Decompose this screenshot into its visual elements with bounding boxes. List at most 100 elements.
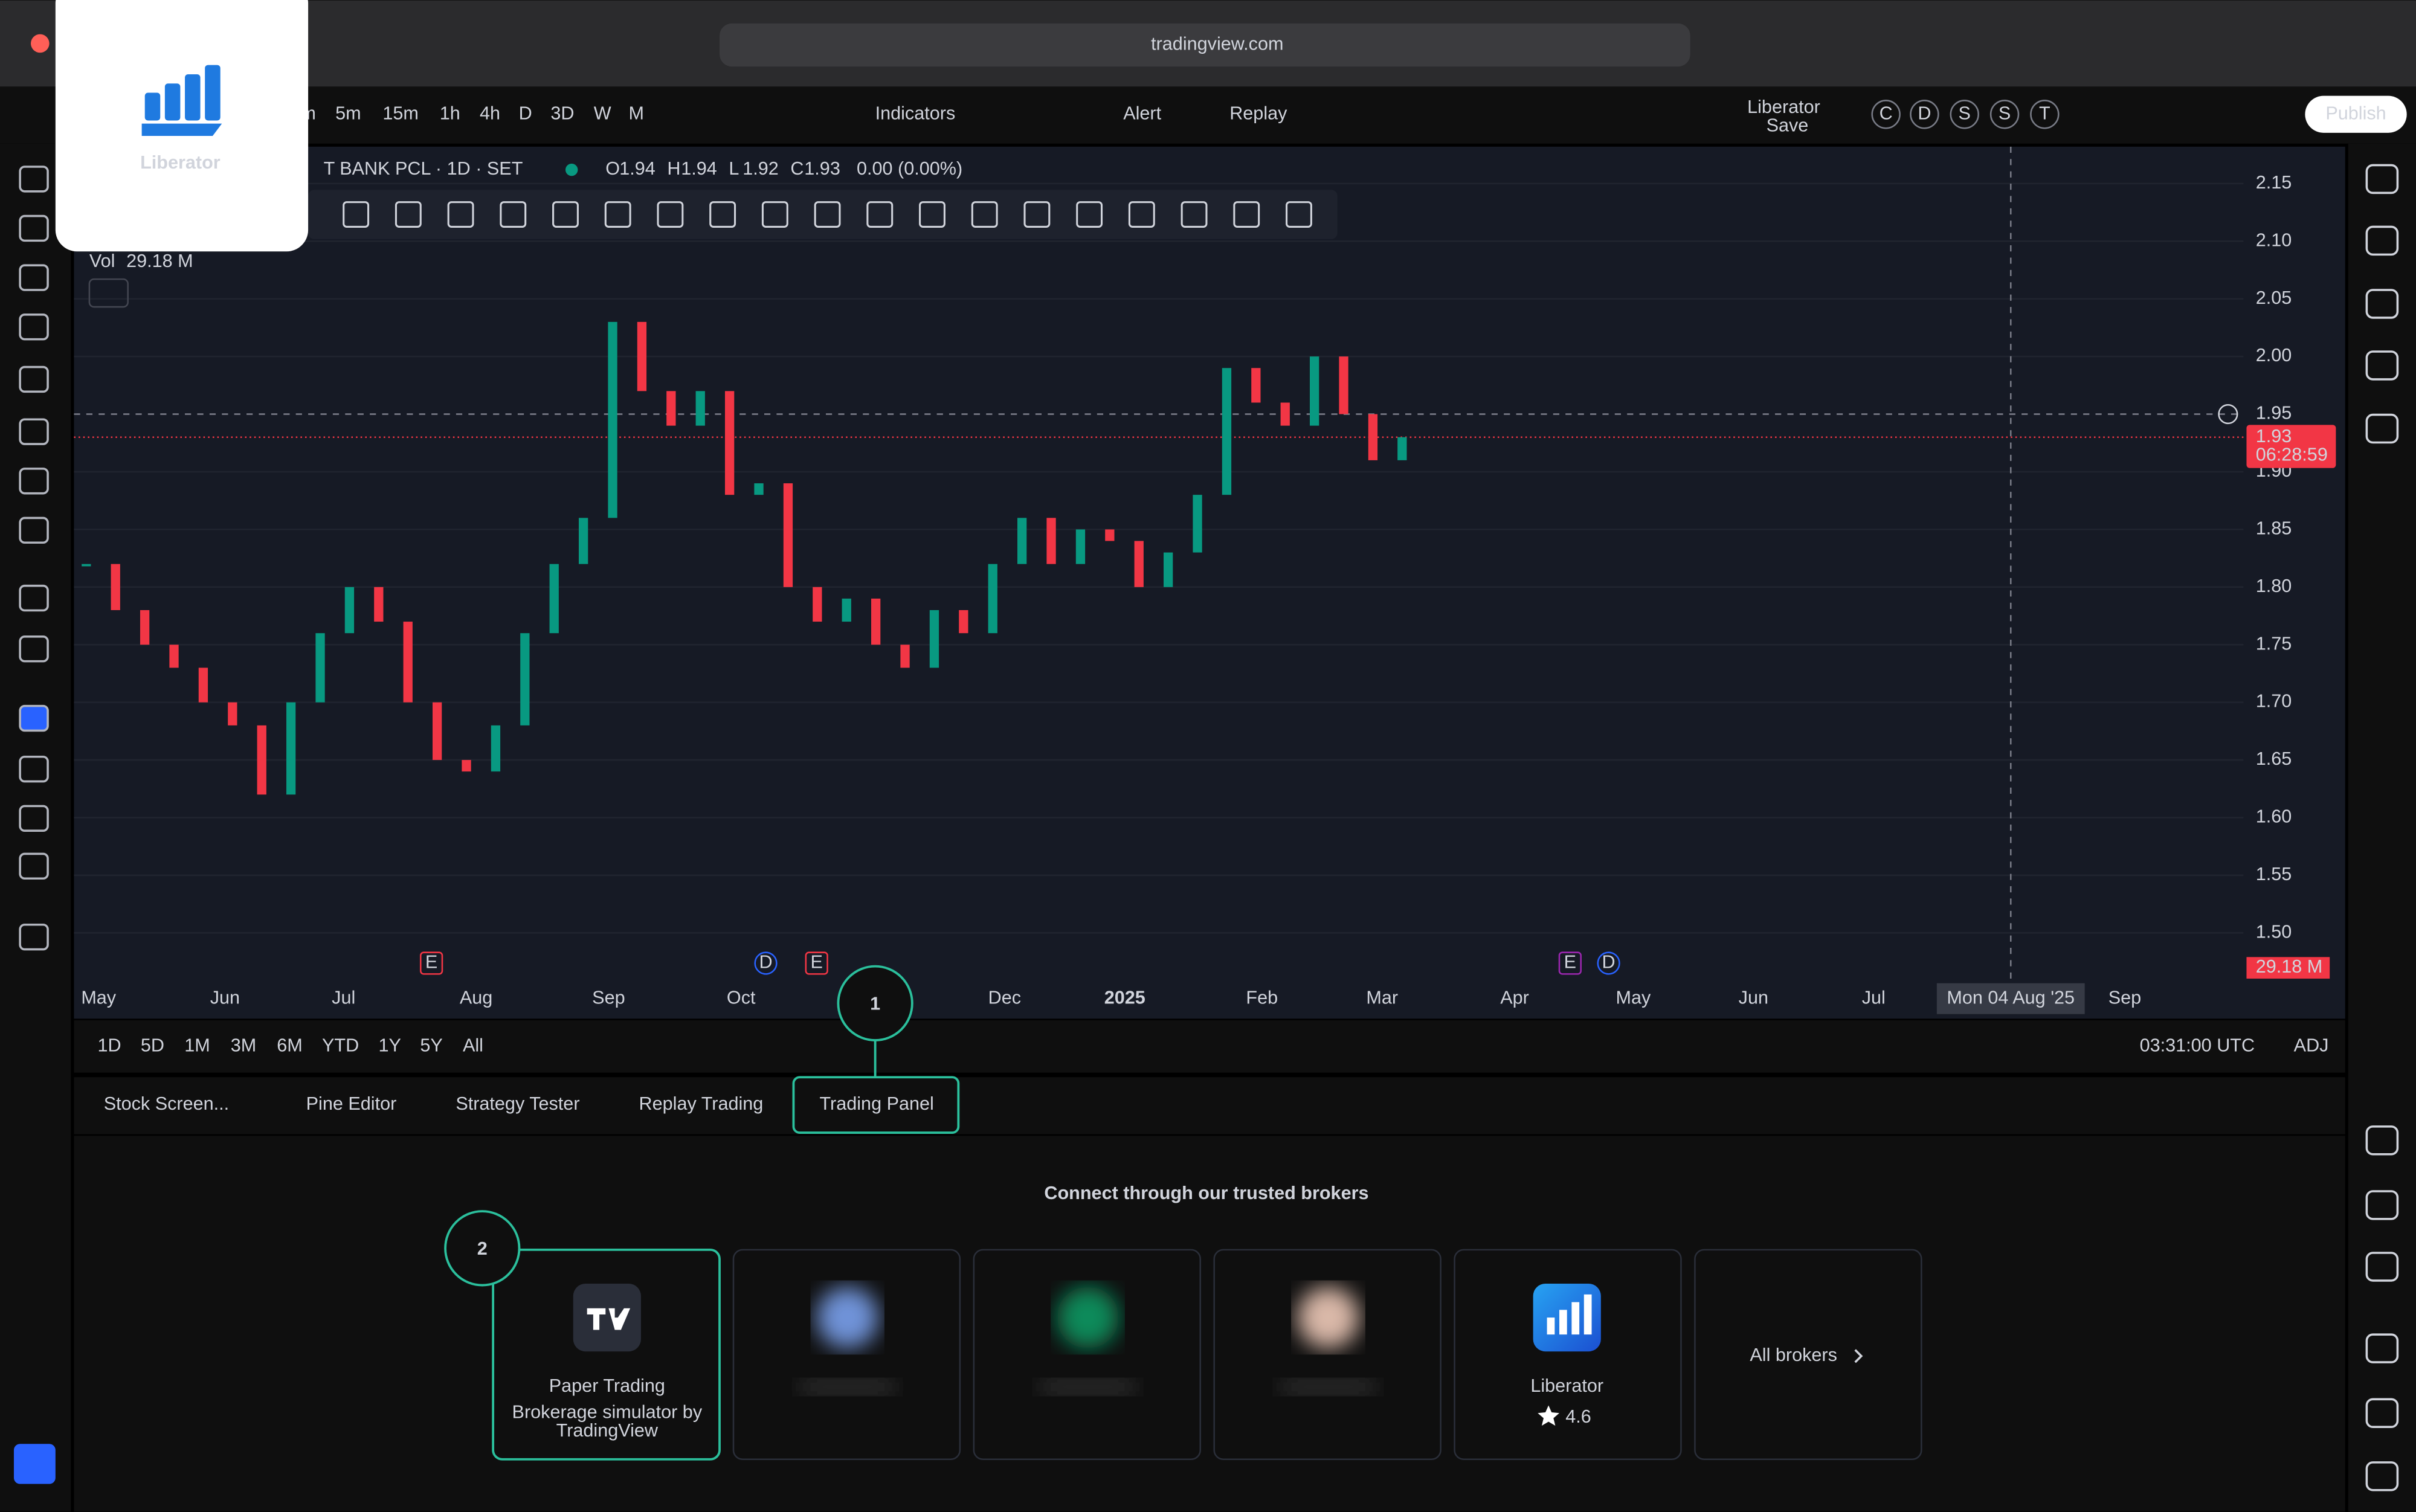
candle xyxy=(198,668,208,703)
badge[interactable]: D xyxy=(1918,103,1931,123)
range[interactable]: 1M xyxy=(184,1035,210,1055)
interval[interactable]: 1h xyxy=(440,103,460,123)
all-brokers[interactable]: All brokers xyxy=(1750,1345,1837,1365)
tab[interactable]: Trading Panel xyxy=(819,1093,933,1114)
tool-icon[interactable] xyxy=(19,516,49,544)
broker-card[interactable] xyxy=(732,1249,961,1461)
interval[interactable]: 5m xyxy=(335,103,361,123)
range[interactable]: 6M xyxy=(277,1035,303,1055)
interval[interactable]: 4h xyxy=(480,103,500,123)
side-icon[interactable] xyxy=(2365,1190,2399,1220)
tab[interactable]: Replay Trading xyxy=(639,1093,764,1114)
drawing-tool[interactable] xyxy=(657,201,684,228)
alert-button[interactable]: Alert xyxy=(1123,103,1161,123)
side-icon[interactable] xyxy=(2365,1333,2399,1363)
event-marker[interactable] xyxy=(754,951,778,975)
drawing-tool[interactable] xyxy=(447,201,474,228)
tool-icon[interactable] xyxy=(19,635,49,663)
tool-icon[interactable] xyxy=(19,704,49,732)
adj-toggle[interactable]: ADJ xyxy=(2294,1035,2329,1055)
broker-card[interactable] xyxy=(973,1249,1202,1461)
tool-icon[interactable] xyxy=(19,468,49,495)
tool-icon[interactable] xyxy=(19,264,49,291)
range[interactable]: 1D xyxy=(98,1035,121,1055)
event-marker[interactable] xyxy=(1558,951,1582,975)
range[interactable]: 1Y xyxy=(379,1035,401,1055)
drawing-tool[interactable] xyxy=(709,201,736,228)
tool-icon[interactable] xyxy=(19,584,49,612)
event-marker[interactable] xyxy=(419,951,443,975)
drawing-tool[interactable] xyxy=(761,201,788,228)
drawing-tool[interactable] xyxy=(919,201,945,228)
drawing-tool[interactable] xyxy=(1128,201,1155,228)
drawing-tool[interactable] xyxy=(1181,201,1208,228)
badge[interactable]: S xyxy=(1999,103,2011,123)
candle xyxy=(871,598,881,645)
drawing-tool[interactable] xyxy=(1286,201,1312,228)
drawing-tool[interactable] xyxy=(343,201,370,228)
tool-icon[interactable] xyxy=(19,418,49,445)
tab[interactable]: Strategy Tester xyxy=(456,1093,579,1114)
tab[interactable]: Pine Editor xyxy=(306,1093,397,1114)
broker-card[interactable] xyxy=(1454,1249,1682,1461)
tool-icon[interactable] xyxy=(19,923,49,951)
side-icon[interactable] xyxy=(2365,1252,2399,1282)
interval[interactable]: 15m xyxy=(382,103,419,123)
interval[interactable]: D xyxy=(519,103,532,123)
side-icon[interactable] xyxy=(2365,1461,2399,1491)
tab[interactable]: Stock Screen... xyxy=(104,1093,229,1114)
side-icon[interactable] xyxy=(2365,1398,2399,1428)
badge[interactable]: C xyxy=(1880,103,1893,123)
drawing-tool[interactable] xyxy=(971,201,998,228)
tool-icon[interactable] xyxy=(19,365,49,393)
interval[interactable]: M xyxy=(629,103,645,123)
drawing-tool[interactable] xyxy=(1233,201,1260,228)
candle xyxy=(257,725,266,795)
event-marker[interactable] xyxy=(805,951,828,975)
publish-bg[interactable] xyxy=(2305,95,2407,133)
candle xyxy=(578,518,588,564)
range[interactable]: 3M xyxy=(231,1035,257,1055)
broker-card[interactable] xyxy=(1694,1249,1922,1461)
candle xyxy=(1280,402,1290,426)
tool-icon[interactable] xyxy=(19,755,49,783)
range[interactable]: YTD xyxy=(322,1035,359,1055)
crosshair-plus[interactable] xyxy=(2218,404,2238,425)
crosshair-date: Mon 04 Aug '25 xyxy=(1947,987,2075,1008)
side-icon[interactable] xyxy=(2365,350,2399,381)
interval[interactable]: W xyxy=(594,103,611,123)
drawing-tool[interactable] xyxy=(1023,201,1051,228)
side-icon[interactable] xyxy=(2365,164,2399,195)
indicators-button[interactable]: Indicators xyxy=(875,103,956,123)
tool-icon[interactable] xyxy=(19,166,49,193)
drawing-tool[interactable] xyxy=(604,201,631,228)
tool-icon[interactable] xyxy=(19,805,49,832)
broker-card[interactable] xyxy=(1213,1249,1442,1461)
tool-icon[interactable] xyxy=(19,314,49,341)
side-icon[interactable] xyxy=(2365,225,2399,256)
range[interactable]: 5Y xyxy=(420,1035,442,1055)
drawing-tool[interactable] xyxy=(552,201,579,228)
publish-button[interactable]: Publish xyxy=(2325,103,2386,123)
drawing-tool[interactable] xyxy=(1076,201,1103,228)
time-label: Jun xyxy=(1739,987,1768,1008)
favorite-button[interactable] xyxy=(13,1444,56,1484)
replay-button[interactable]: Replay xyxy=(1229,103,1287,123)
event-marker[interactable] xyxy=(1597,951,1620,975)
side-icon[interactable] xyxy=(2365,1125,2399,1156)
drawing-tool[interactable] xyxy=(395,201,422,228)
badge[interactable]: S xyxy=(1959,103,1971,123)
side-icon[interactable] xyxy=(2365,289,2399,319)
range[interactable]: All xyxy=(463,1035,483,1055)
broker-card[interactable] xyxy=(492,1248,721,1461)
interval[interactable]: 3D xyxy=(550,103,574,123)
drawing-tool[interactable] xyxy=(866,201,894,228)
tool-icon[interactable] xyxy=(19,214,49,242)
range[interactable]: 5D xyxy=(141,1035,164,1055)
collapse-button[interactable] xyxy=(88,278,129,308)
drawing-tool[interactable] xyxy=(814,201,841,228)
side-icon[interactable] xyxy=(2365,413,2399,444)
tool-icon[interactable] xyxy=(19,852,49,880)
drawing-tool[interactable] xyxy=(500,201,527,228)
badge[interactable]: T xyxy=(2039,103,2050,123)
